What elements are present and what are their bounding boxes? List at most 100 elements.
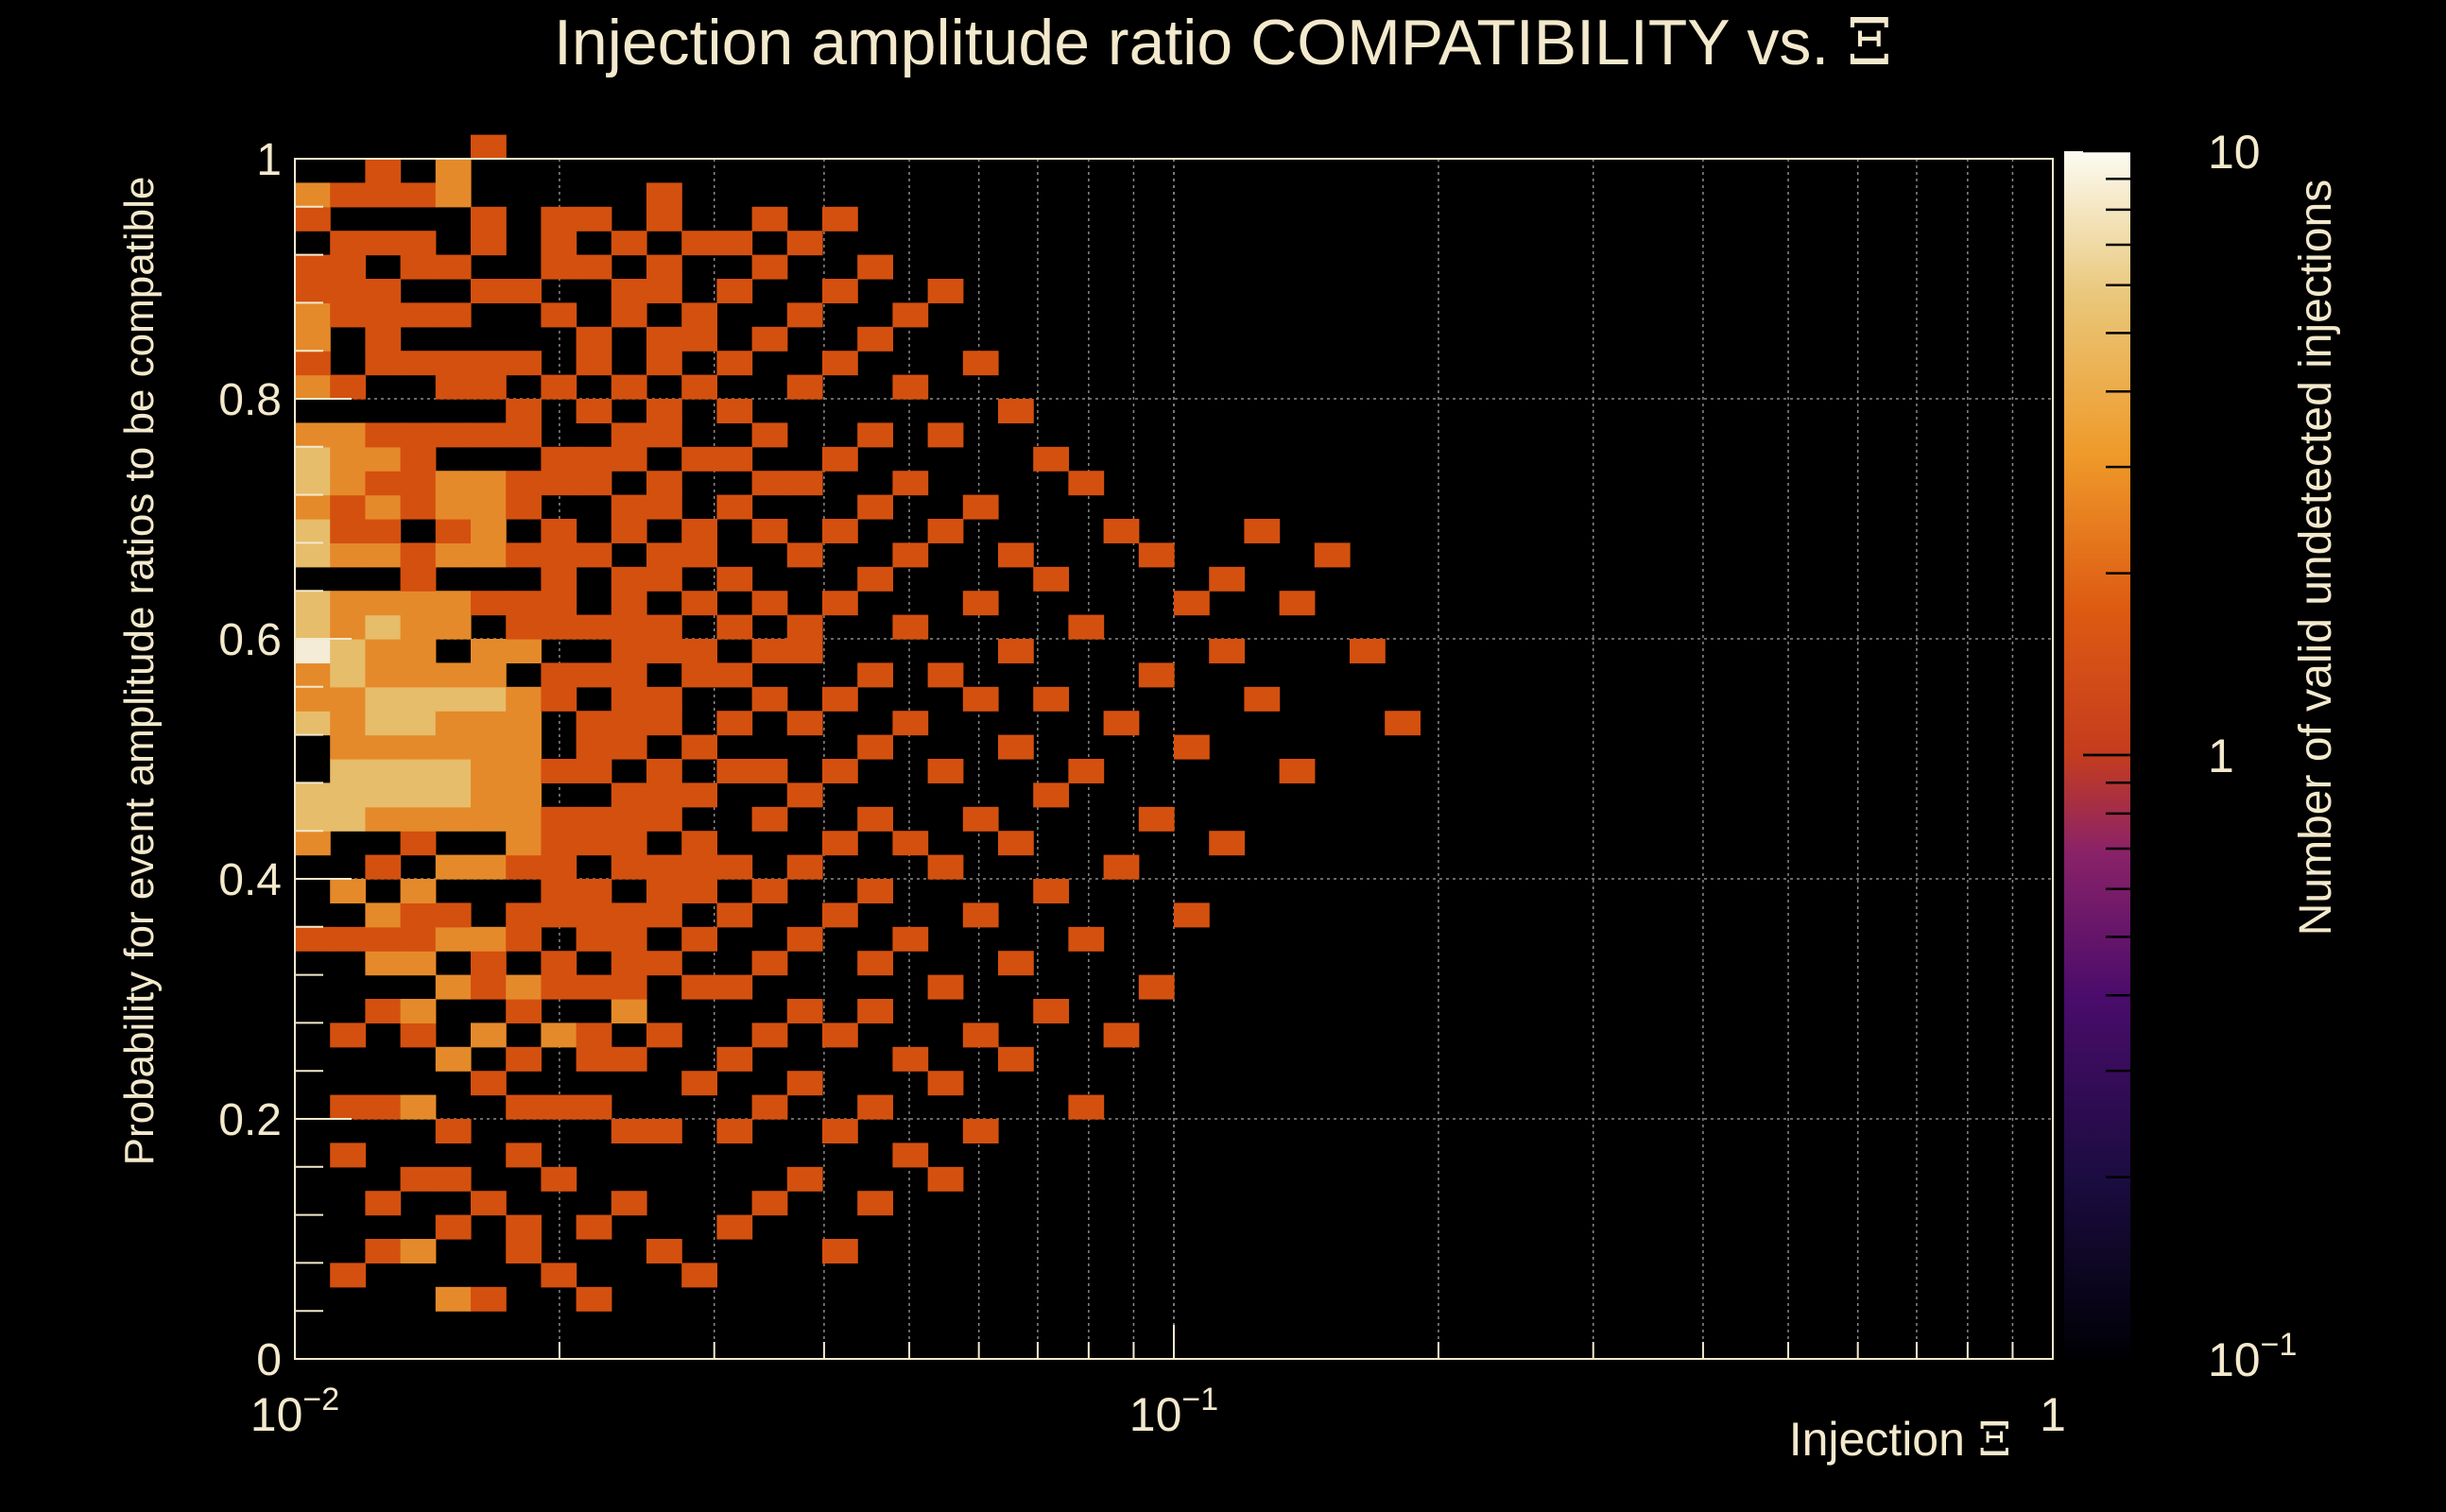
heatmap-cell [506, 1094, 542, 1120]
heatmap-cell [822, 686, 858, 712]
heatmap-cell [506, 351, 542, 376]
heatmap-cell [1279, 759, 1316, 783]
heatmap-cell [471, 854, 507, 880]
heatmap-cell [716, 446, 753, 472]
heatmap-cell [435, 854, 472, 880]
heatmap-cell [857, 254, 893, 280]
heatmap-cell [822, 206, 858, 232]
heatmap-cell [330, 302, 366, 328]
heatmap-cell [1068, 614, 1105, 640]
heatmap-cell [786, 854, 823, 880]
heatmap-cell [611, 686, 647, 712]
heatmap-cell [646, 182, 682, 208]
heatmap-cell [611, 614, 647, 640]
y-tick-label: 0.2 [218, 1095, 282, 1145]
heatmap-cell [1279, 591, 1316, 616]
heatmap-cell [506, 399, 542, 423]
heatmap-cell [857, 806, 893, 832]
heatmap-cell [716, 662, 753, 688]
heatmap-cell [400, 591, 437, 616]
heatmap-cell [471, 711, 507, 736]
heatmap-cell [716, 494, 753, 520]
heatmap-cell [681, 326, 717, 352]
heatmap-cell [471, 734, 507, 760]
y-tick-label: 1 [256, 135, 282, 185]
heatmap-cell [400, 254, 437, 280]
heatmap-cell [365, 231, 402, 256]
heatmap-cell [646, 351, 682, 376]
heatmap-cell [471, 351, 507, 376]
heatmap-cell [857, 879, 893, 903]
heatmap-cell [330, 446, 366, 472]
heatmap-cell [365, 519, 402, 543]
heatmap-cell [716, 351, 753, 376]
heatmap-cell [786, 302, 823, 328]
heatmap-cell [611, 639, 647, 663]
heatmap-cell [435, 902, 472, 928]
heatmap-cell [506, 806, 542, 832]
heatmap-cell [646, 542, 682, 568]
heatmap-cell [295, 254, 331, 280]
heatmap-cell [646, 879, 682, 903]
heatmap-cell [822, 446, 858, 472]
heatmap-cell [786, 1166, 823, 1192]
heatmap-cells [295, 134, 1421, 1312]
heatmap-cell [435, 374, 472, 400]
heatmap-cell [435, 1214, 472, 1240]
heatmap-cell [435, 662, 472, 688]
heatmap-cell [330, 182, 366, 208]
heatmap-cell [646, 902, 682, 928]
heatmap-cell [435, 759, 472, 783]
heatmap-cell [541, 614, 577, 640]
heatmap-cell [646, 854, 682, 880]
color-scale-tick-label: 10 [2208, 126, 2261, 179]
heatmap-cell [892, 831, 929, 856]
heatmap-cell [541, 1263, 577, 1288]
heatmap-cell [506, 759, 542, 783]
heatmap-cell [751, 326, 788, 352]
heatmap-cell [716, 279, 753, 303]
heatmap-cell [716, 1214, 753, 1240]
heatmap-cell [576, 1286, 612, 1312]
heatmap-cell [295, 446, 331, 472]
heatmap-cell [786, 999, 823, 1023]
heatmap-cell [435, 1119, 472, 1143]
heatmap-cell [927, 974, 964, 1000]
heatmap-cell [611, 806, 647, 832]
heatmap-cell [892, 711, 929, 736]
heatmap-cell [786, 1071, 823, 1096]
heatmap-cell [681, 662, 717, 688]
heatmap-cell [646, 566, 682, 592]
heatmap-cell [365, 734, 402, 760]
heatmap-cell [1068, 759, 1105, 783]
heatmap-cell [400, 1239, 437, 1263]
y-axis: 0 0.2 0.4 0.6 0.8 1 [218, 135, 352, 1385]
heatmap-cell [962, 1022, 999, 1048]
heatmap-cell [541, 831, 577, 856]
heatmap-cell [400, 446, 437, 472]
heatmap-cell [751, 759, 788, 783]
heatmap-cell [822, 351, 858, 376]
heatmap-cell [400, 231, 437, 256]
heatmap-cell [330, 734, 366, 760]
heatmap-cell [506, 831, 542, 856]
heatmap-cell [506, 591, 542, 616]
heatmap-cell [786, 471, 823, 496]
heatmap-cell [365, 951, 402, 976]
heatmap-cell [576, 351, 612, 376]
heatmap-cell [365, 686, 402, 712]
heatmap-cell [576, 831, 612, 856]
x-tick-label: 1 [2040, 1388, 2066, 1441]
heatmap-cell [435, 159, 472, 183]
heatmap-cell [400, 639, 437, 663]
heatmap-cell [646, 206, 682, 232]
heatmap-cell [471, 134, 507, 160]
heatmap-cell [681, 831, 717, 856]
heatmap-cell [646, 686, 682, 712]
heatmap-cell [576, 879, 612, 903]
heatmap-cell [646, 399, 682, 423]
heatmap-cell [646, 614, 682, 640]
heatmap-cell [962, 351, 999, 376]
heatmap-cell [541, 254, 577, 280]
